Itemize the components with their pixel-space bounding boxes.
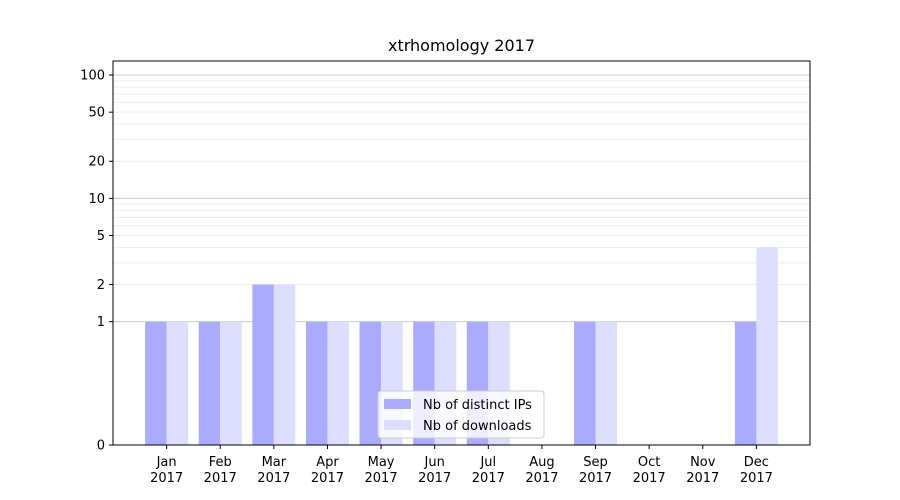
legend-label-downloads: Nb of downloads	[423, 419, 532, 434]
x-tick-label-year: 2017	[579, 471, 612, 486]
x-tick-label-month: Sep	[583, 455, 608, 470]
bar-distinct-ips-jan	[145, 321, 167, 445]
bar-distinct-ips-mar	[252, 284, 274, 445]
bar-downloads-sep	[595, 321, 618, 445]
x-tick-label-month: Mar	[262, 455, 287, 470]
y-tick-label: 50	[88, 106, 105, 121]
x-tick-label-month: Feb	[209, 455, 232, 470]
bar-distinct-ips-apr	[305, 321, 328, 445]
y-tick-label: 5	[97, 229, 105, 244]
x-tick-label-month: Jun	[424, 455, 445, 470]
x-tick-label-year: 2017	[204, 471, 237, 486]
bar-downloads-dec	[756, 247, 778, 445]
x-tick-label-month: Jan	[156, 455, 177, 470]
x-tick-label-year: 2017	[418, 471, 451, 486]
y-tick-label: 0	[97, 439, 105, 454]
bar-distinct-ips-feb	[198, 321, 221, 445]
x-tick-label-month: Apr	[316, 455, 339, 470]
x-tick-label-year: 2017	[525, 471, 558, 486]
y-axis: 0 1 2 5 10 20 50 100	[80, 69, 113, 454]
x-tick-label-month: Jul	[479, 455, 496, 470]
x-tick-label-year: 2017	[740, 471, 773, 486]
legend: Nb of distinct IPs Nb of downloads	[377, 390, 545, 439]
legend-label-distinct-ips: Nb of distinct IPs	[423, 398, 532, 413]
y-tick-label: 100	[80, 69, 105, 84]
x-axis: Jan2017Feb2017Mar2017Apr2017May2017Jun20…	[150, 445, 773, 486]
plot-area-frame	[112, 60, 811, 446]
y-tick-label: 20	[88, 155, 105, 170]
chart-title: xtrhomology 2017	[388, 36, 535, 55]
y-tick-label: 1	[97, 315, 105, 330]
x-tick-label-month: May	[368, 455, 395, 470]
bar-distinct-ips-dec	[734, 321, 757, 445]
x-tick-label-month: Dec	[744, 455, 769, 470]
legend-box	[377, 390, 545, 439]
x-tick-label-year: 2017	[472, 471, 505, 486]
x-tick-label-year: 2017	[633, 471, 666, 486]
x-tick-label-year: 2017	[365, 471, 398, 486]
bar-downloads-apr	[327, 321, 349, 445]
bar-downloads-feb	[220, 321, 242, 445]
bar-downloads-jan	[166, 321, 189, 445]
x-tick-label-month: Oct	[638, 455, 660, 470]
x-tick-label-month: Nov	[690, 455, 716, 470]
y-tick-label: 2	[97, 278, 105, 293]
legend-swatch-distinct-ips	[384, 399, 411, 409]
x-tick-label-year: 2017	[257, 471, 290, 486]
x-tick-label-month: Aug	[529, 455, 554, 470]
x-tick-label-year: 2017	[686, 471, 719, 486]
y-tick-label: 10	[88, 192, 105, 207]
bar-downloads-mar	[273, 284, 296, 445]
legend-swatch-downloads	[384, 420, 411, 430]
x-tick-label-year: 2017	[150, 471, 183, 486]
grid-lines	[113, 74, 810, 323]
bar-distinct-ips-sep	[574, 321, 596, 445]
bar-distinct-ips-may	[359, 321, 382, 445]
x-tick-label-year: 2017	[311, 471, 344, 486]
